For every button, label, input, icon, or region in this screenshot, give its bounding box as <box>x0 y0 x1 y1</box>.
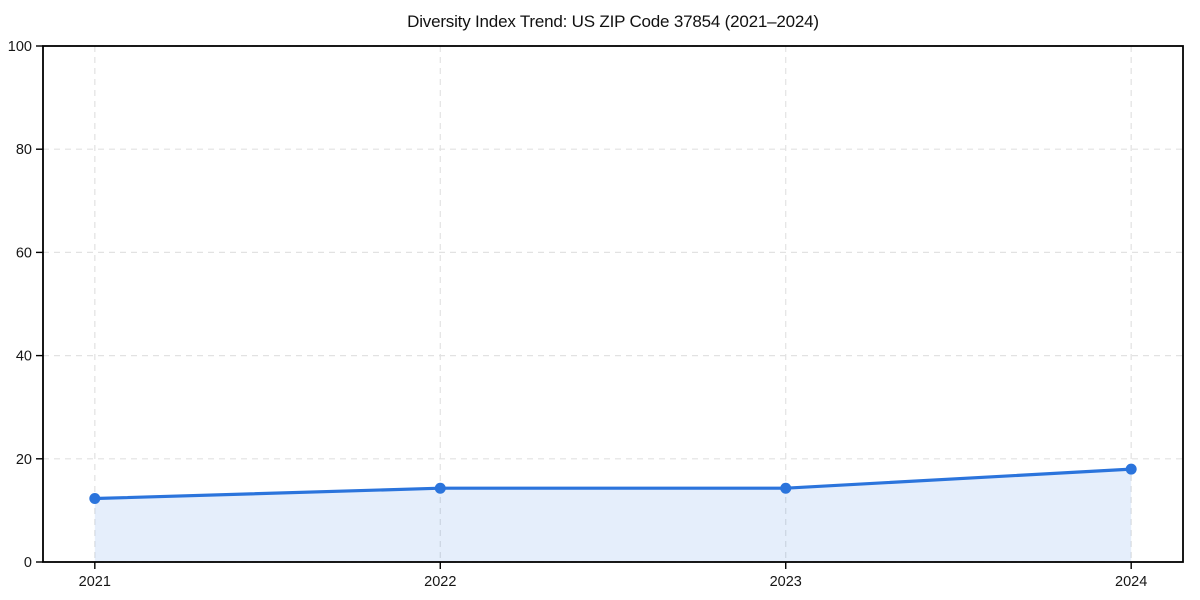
x-tick-label: 2023 <box>770 574 802 590</box>
plot-border <box>42 45 1184 563</box>
y-tick-label: 80 <box>16 142 32 158</box>
x-tick-label: 2022 <box>424 574 456 590</box>
chart-title: Diversity Index Trend: US ZIP Code 37854… <box>407 12 819 31</box>
series-line <box>93 467 1133 501</box>
data-point-marker <box>434 482 446 494</box>
y-tick-label: 20 <box>16 452 32 468</box>
data-point-marker <box>1125 463 1137 475</box>
x-tick-label: 2021 <box>79 574 111 590</box>
area-fill <box>94 469 1132 562</box>
x-tick-label: 2024 <box>1115 574 1147 590</box>
y-tick-label: 100 <box>8 39 32 55</box>
data-point-marker <box>89 493 101 505</box>
y-tick-label: 60 <box>16 245 32 261</box>
y-tick-label: 40 <box>16 349 32 365</box>
y-tick-label: 0 <box>24 555 32 571</box>
data-point-marker <box>780 482 792 494</box>
